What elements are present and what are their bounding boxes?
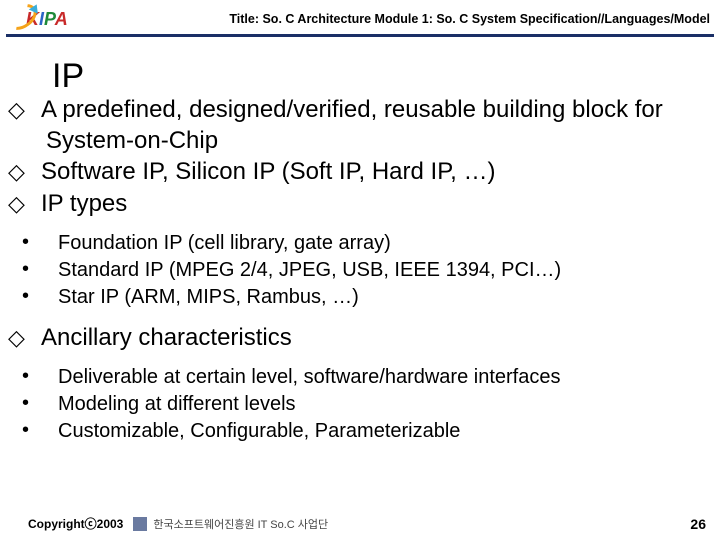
bullet-text: Foundation IP (cell library, gate array) [58, 232, 391, 254]
sub-bullet-group: •Deliverable at certain level, software/… [46, 364, 696, 445]
dot-bullet-icon: • [44, 363, 58, 390]
chip-icon [133, 517, 147, 531]
dot-bullet-icon: • [44, 417, 58, 444]
square-bullet-icon: ◇ [27, 324, 41, 352]
content-heading: IP [52, 59, 696, 93]
bullet-lvl1: ◇IP types [24, 189, 696, 220]
square-bullet-icon: ◇ [27, 96, 41, 124]
slide-header: KIPA Title: So. C Architecture Module 1:… [0, 0, 720, 34]
logo-letter-p: P [44, 9, 55, 29]
bullet-text: Customizable, Configurable, Parameteriza… [58, 420, 460, 442]
dot-bullet-icon: • [44, 390, 58, 417]
bullet-lvl2: •Modeling at different levels [46, 391, 696, 418]
square-bullet-icon: ◇ [27, 190, 41, 218]
bullet-lvl1: ◇Software IP, Silicon IP (Soft IP, Hard … [24, 157, 696, 188]
bullet-text: IP types [41, 190, 127, 217]
bullet-text: A predefined, designed/verified, reusabl… [41, 96, 663, 154]
dot-bullet-icon: • [44, 229, 58, 256]
bullet-lvl1: ◇Ancillary characteristics [24, 323, 696, 354]
bullet-lvl2: •Standard IP (MPEG 2/4, JPEG, USB, IEEE … [46, 257, 696, 284]
copyright-text: Copyrightⓒ2003 [28, 515, 123, 532]
bullet-text: Software IP, Silicon IP (Soft IP, Hard I… [41, 158, 495, 185]
footer-left: Copyrightⓒ2003 한국소프트웨어진흥원 IT So.C 사업단 [28, 515, 328, 532]
footer-org: 한국소프트웨어진흥원 IT So.C 사업단 [133, 516, 328, 532]
page-number: 26 [690, 516, 706, 532]
bullet-lvl2: •Customizable, Configurable, Parameteriz… [46, 418, 696, 445]
dot-bullet-icon: • [44, 283, 58, 310]
bullet-text: Ancillary characteristics [41, 324, 292, 351]
slide-content: IP ◇A predefined, designed/verified, reu… [0, 37, 720, 445]
bullet-text: Deliverable at certain level, software/h… [58, 366, 560, 388]
slide-footer: Copyrightⓒ2003 한국소프트웨어진흥원 IT So.C 사업단 26 [0, 515, 720, 532]
bullet-text: Standard IP (MPEG 2/4, JPEG, USB, IEEE 1… [58, 259, 561, 281]
kipa-logo: KIPA [8, 6, 92, 32]
sub-bullet-group: •Foundation IP (cell library, gate array… [46, 230, 696, 311]
dot-bullet-icon: • [44, 256, 58, 283]
slide-title: Title: So. C Architecture Module 1: So. … [92, 12, 712, 26]
bullet-lvl2: •Star IP (ARM, MIPS, Rambus, …) [46, 284, 696, 311]
bullet-text: Modeling at different levels [58, 393, 296, 415]
footer-org-text: 한국소프트웨어진흥원 IT So.C 사업단 [153, 516, 328, 532]
logo-letter-a: A [55, 9, 68, 29]
bullet-text: Star IP (ARM, MIPS, Rambus, …) [58, 286, 359, 308]
square-bullet-icon: ◇ [27, 158, 41, 186]
bullet-lvl1: ◇A predefined, designed/verified, reusab… [24, 95, 696, 156]
bullet-lvl2: •Deliverable at certain level, software/… [46, 364, 696, 391]
bullet-lvl2: •Foundation IP (cell library, gate array… [46, 230, 696, 257]
